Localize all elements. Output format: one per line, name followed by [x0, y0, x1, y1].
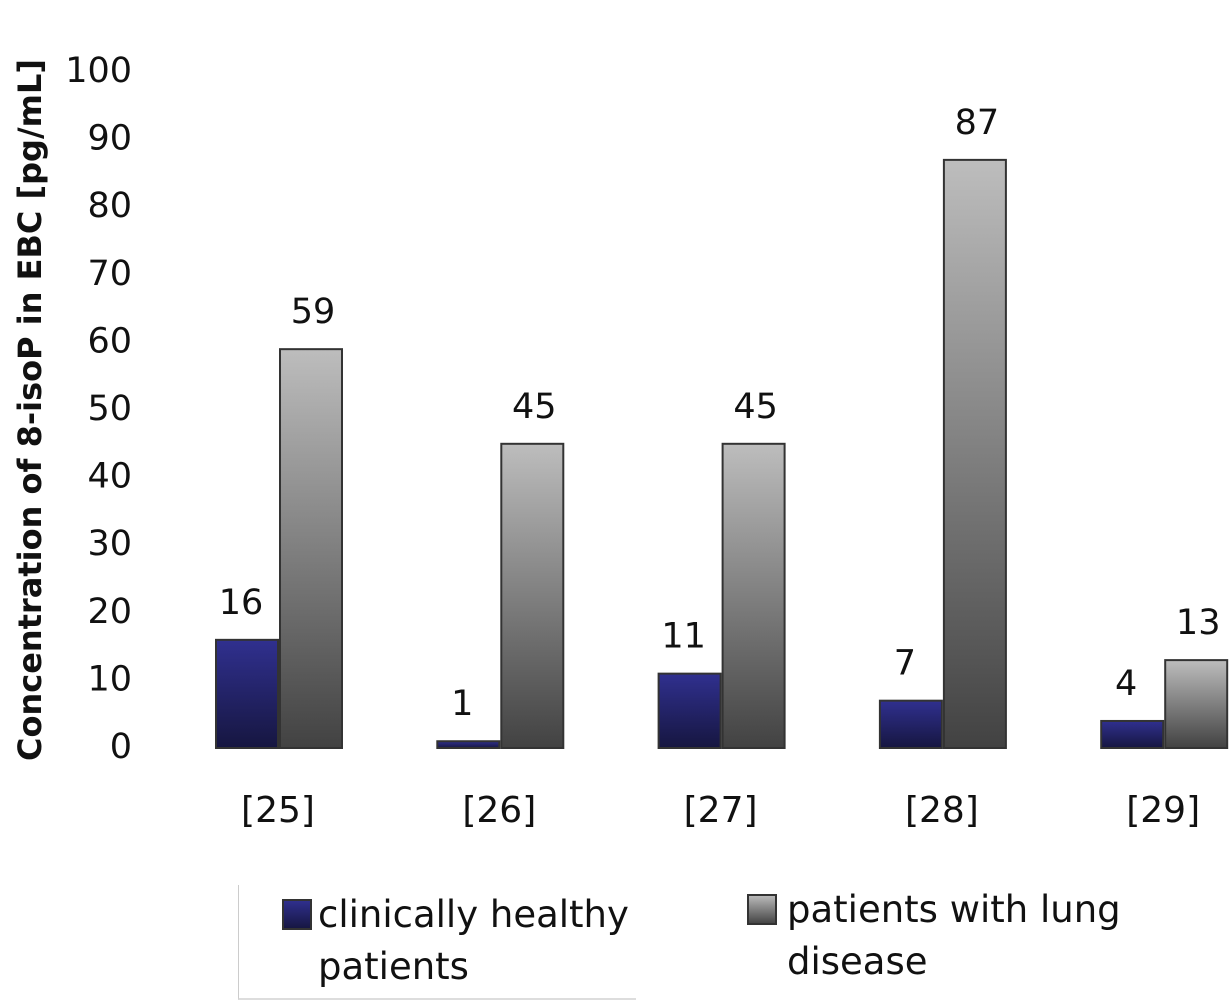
y-tick-label: 20	[87, 592, 132, 632]
data-label: 7	[894, 644, 916, 684]
bar	[500, 442, 565, 749]
y-tick-label: 10	[87, 659, 132, 699]
bar	[942, 158, 1007, 749]
data-label: 13	[1176, 603, 1221, 643]
bar	[878, 699, 943, 749]
y-tick-label: 30	[87, 524, 132, 564]
y-tick-label: 90	[87, 119, 132, 159]
y-tick-label: 0	[110, 727, 132, 767]
data-label: 4	[1115, 664, 1137, 704]
bar	[721, 442, 786, 749]
data-label: 11	[661, 617, 706, 657]
legend-label: clinically healthy patients	[318, 893, 629, 988]
legend-label: patients with lung disease	[787, 888, 1121, 983]
bar	[436, 740, 501, 749]
legend-swatch	[282, 899, 312, 930]
bar	[215, 638, 279, 750]
data-label: 45	[733, 387, 778, 427]
y-axis-label: Concentration of 8-isoP in EBC [pg/mL]	[11, 59, 49, 761]
y-tick-label: 100	[65, 51, 132, 91]
bar	[279, 348, 343, 749]
x-tick-label: [29]	[1126, 790, 1200, 831]
y-tick-label: 80	[87, 186, 132, 226]
data-label: 1	[451, 684, 473, 724]
x-tick-label: [27]	[684, 790, 758, 831]
x-tick-label: [26]	[462, 790, 536, 831]
y-tick-label: 60	[87, 321, 132, 361]
data-label: 16	[219, 583, 264, 623]
y-tick-label: 40	[87, 457, 132, 497]
data-label: 45	[512, 387, 557, 427]
y-tick-label: 70	[87, 254, 132, 294]
data-label: 87	[955, 103, 1000, 143]
bar	[1100, 719, 1165, 750]
x-tick-label: [25]	[241, 790, 315, 831]
bar	[657, 672, 722, 750]
legend	[238, 885, 636, 1000]
y-tick-label: 50	[87, 389, 132, 429]
legend-swatch	[747, 894, 777, 925]
x-tick-label: [28]	[905, 790, 979, 831]
data-label: 59	[291, 292, 336, 332]
bar	[1164, 659, 1229, 749]
